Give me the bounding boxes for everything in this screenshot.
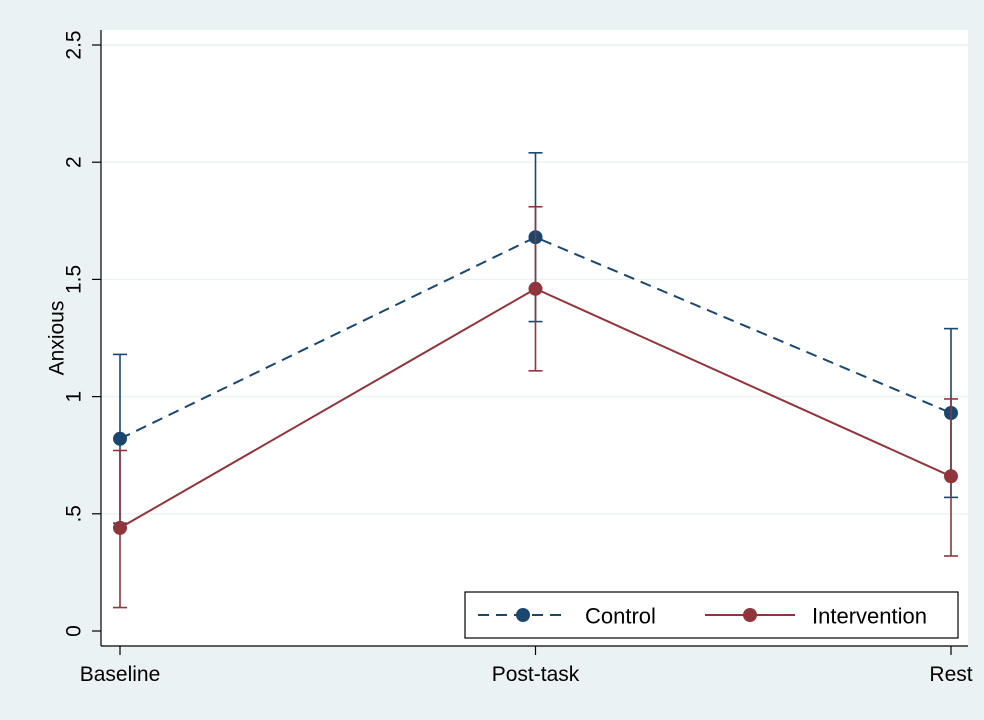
legend-intervention-marker <box>743 608 757 622</box>
y-tick-label: 1.5 <box>63 265 86 294</box>
x-ticks: Baseline Post-task Rest <box>80 646 973 686</box>
x-tick-label: Post-task <box>492 663 580 686</box>
data-point <box>113 431 127 446</box>
data-point <box>113 520 127 535</box>
legend: Control Intervention <box>464 591 959 639</box>
y-ticks: 0 .5 1 1.5 2 2.5 <box>63 30 101 637</box>
y-axis-title: Anxious <box>46 301 69 376</box>
x-tick-label: Baseline <box>80 663 161 686</box>
legend-control-marker <box>516 608 530 622</box>
legend-control-label: Control <box>585 604 656 629</box>
y-tick-label: .5 <box>63 505 86 523</box>
y-tick-label: 0 <box>63 625 86 637</box>
plot-area <box>101 30 968 646</box>
legend-intervention-label: Intervention <box>812 604 927 629</box>
gridlines <box>101 44 968 515</box>
series-line <box>119 236 952 440</box>
y-tick-label: 2.5 <box>63 30 86 59</box>
y-tick-label: 1 <box>63 391 86 403</box>
y-tick-label: 2 <box>63 156 86 168</box>
x-tick-label: Rest <box>929 663 972 686</box>
series-intervention <box>113 205 958 609</box>
series-layer <box>113 152 958 609</box>
data-point <box>528 281 543 296</box>
data-point <box>944 469 958 484</box>
